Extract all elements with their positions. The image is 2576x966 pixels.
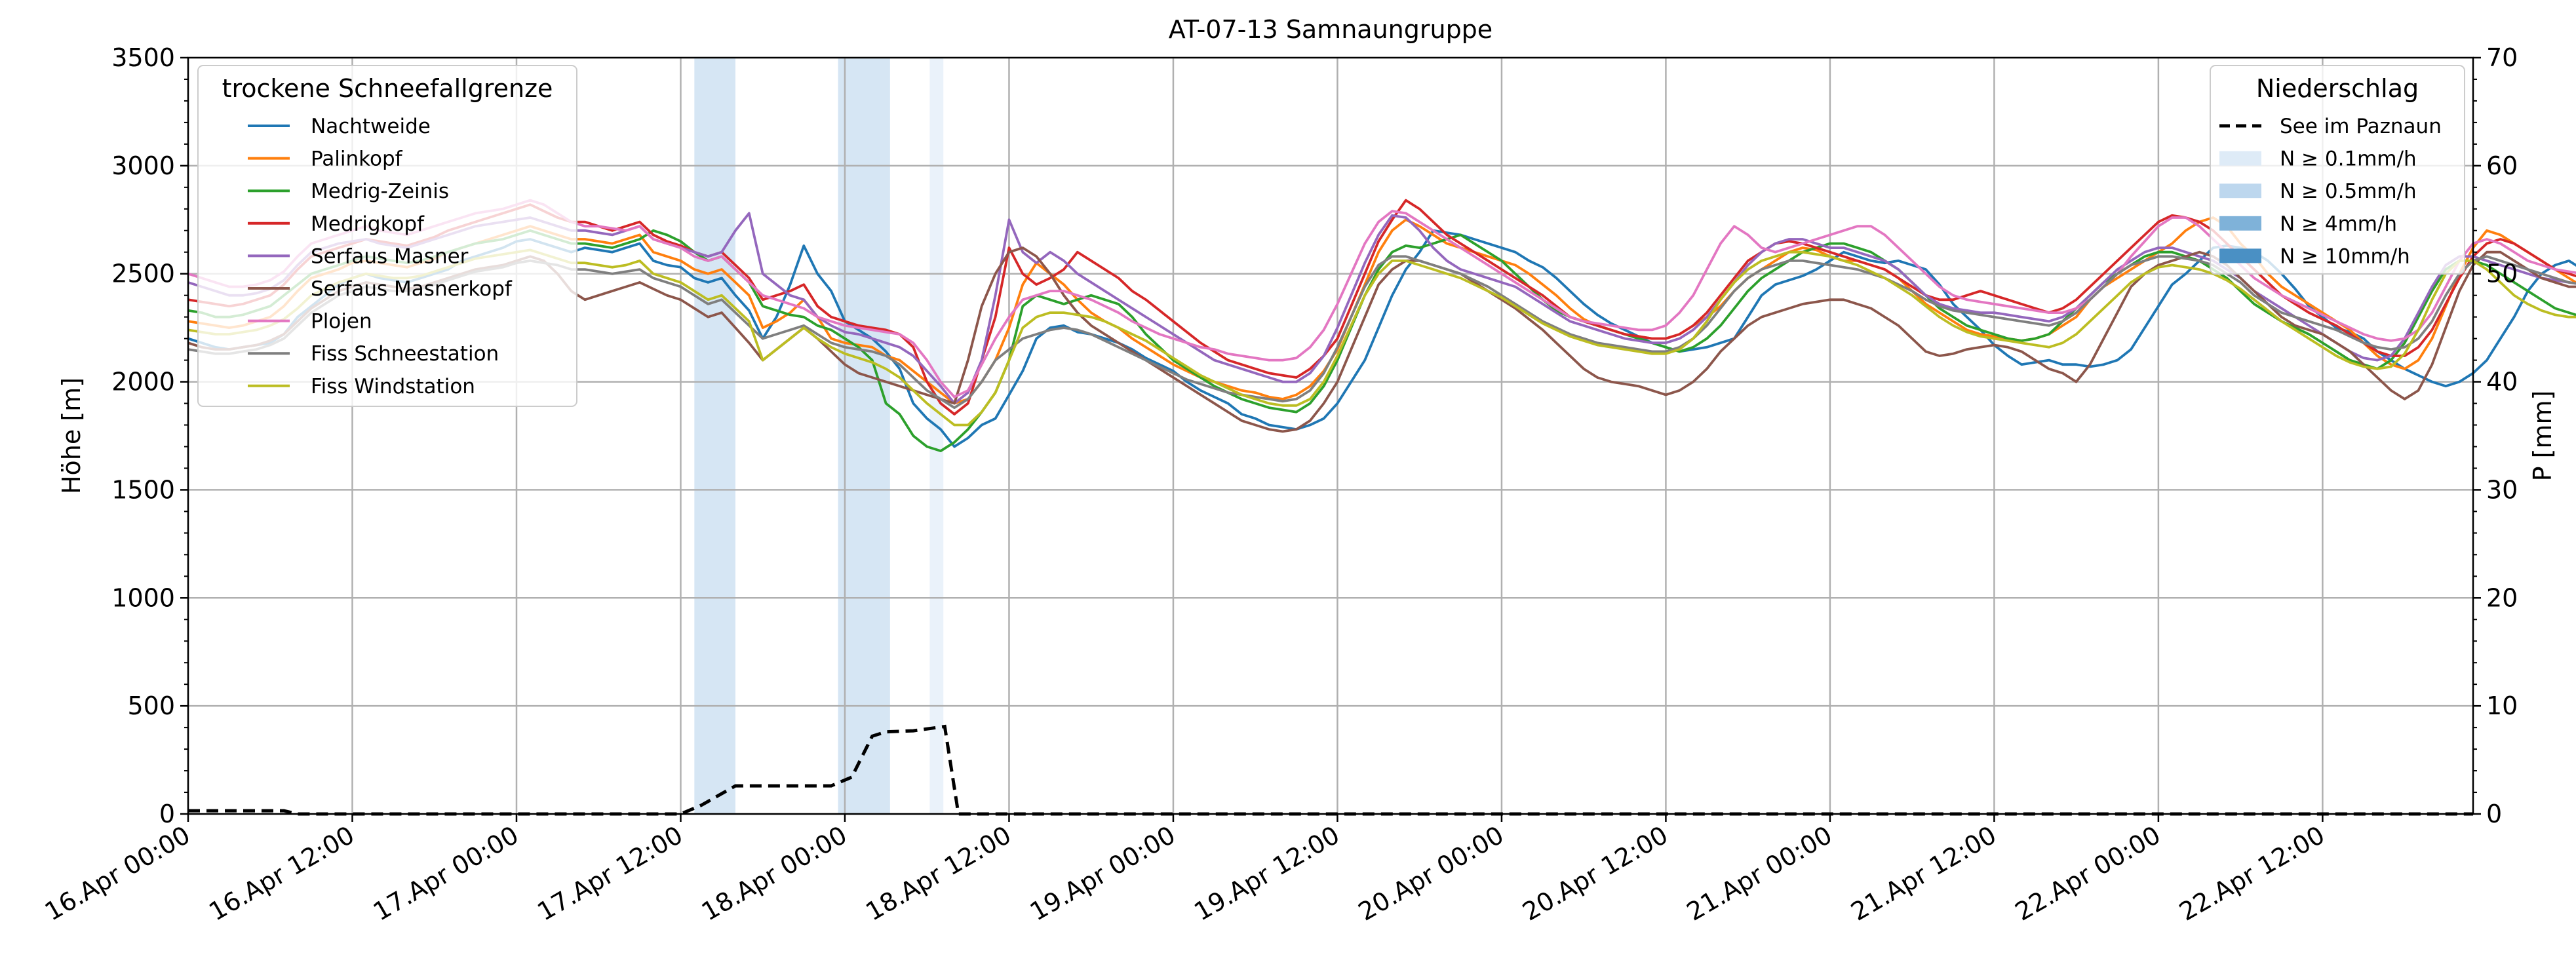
x-tick-label-144: 22.Apr 00:00 xyxy=(2010,821,2166,927)
y2-tick-label-70: 70 xyxy=(2486,43,2518,72)
precip-series-line xyxy=(188,724,2473,816)
legend-right-label-2: N ≥ 0.5mm/h xyxy=(2280,180,2417,203)
series-line-1 xyxy=(187,216,2576,405)
legend-right-label-3: N ≥ 4mm/h xyxy=(2280,212,2397,236)
series-line-3 xyxy=(187,199,2576,415)
x-tick-label-96: 20.Apr 00:00 xyxy=(1354,821,1509,927)
precipitation-bands xyxy=(694,58,944,814)
y-tick-label-2000: 2000 xyxy=(111,368,175,396)
legend-label-6: Plojen xyxy=(311,310,372,334)
legend-right-label-1: N ≥ 0.1mm/h xyxy=(2280,147,2417,171)
x-tick-label-72: 19.Apr 00:00 xyxy=(1025,821,1181,927)
series-line-6 xyxy=(187,199,2576,398)
x-tick-label-108: 20.Apr 12:00 xyxy=(1517,821,1673,927)
snowfall-legend-box xyxy=(197,65,577,407)
snowfall-legend: trockene Schneefallgrenze Nachtweide Pali… xyxy=(197,65,577,407)
x-tick-label-120: 21.Apr 00:00 xyxy=(1682,821,1837,927)
y2-tick-label-10: 10 xyxy=(2486,691,2518,720)
x-tick-label-12: 16.Apr 12:00 xyxy=(204,821,359,927)
y-tick-label-3000: 3000 xyxy=(111,151,175,180)
precipitation-legend-items: See im Paznaun N ≥ 0.1mm/h N ≥ 0.5mm/h N ≥ … xyxy=(2219,115,2442,268)
precipitation-line xyxy=(188,724,2473,816)
precipitation-legend: Niederschlag See im Paznaun N ≥ 0.1mm/h N … xyxy=(2210,65,2465,275)
x-tick-label-156: 22.Apr 12:00 xyxy=(2174,821,2330,927)
right-y-axis: 0 10 20 30 40 50 60 70 xyxy=(2473,43,2518,828)
legend-right-swatch-3 xyxy=(2219,216,2261,231)
y-tick-label-1500: 1500 xyxy=(111,475,175,504)
y-tick-label-1000: 1000 xyxy=(111,583,175,612)
precipitation-legend-box xyxy=(2210,65,2465,275)
legend-label-4: Serfaus Masner xyxy=(311,244,469,268)
y-axis-label: Höhe [m] xyxy=(57,377,86,494)
y2-axis-label: P [mm] xyxy=(2528,391,2557,482)
snowfall-legend-title: trockene Schneefallgrenze xyxy=(222,74,553,103)
precip-band-2 xyxy=(929,58,944,814)
y2-tick-label-0: 0 xyxy=(2486,800,2502,828)
legend-right-swatch-4 xyxy=(2219,248,2261,263)
snowfall-legend-items: Nachtweide Palinkopf Medrig-Zeinis Medrigko… xyxy=(248,115,513,398)
legend-label-3: Medrigkopf xyxy=(311,212,425,236)
legend-label-7: Fiss Schneestation xyxy=(311,342,499,366)
series-line-8 xyxy=(187,248,2576,427)
x-tick-label-60: 18.Apr 12:00 xyxy=(861,821,1016,927)
legend-right-swatch-1 xyxy=(2219,151,2261,166)
series-line-7 xyxy=(187,255,2576,409)
legend-label-5: Serfaus Masnerkopf xyxy=(311,277,513,301)
legend-label-0: Nachtweide xyxy=(311,115,431,138)
x-tick-label-84: 19.Apr 12:00 xyxy=(1189,821,1344,927)
x-tick-label-36: 17.Apr 12:00 xyxy=(532,821,688,927)
chart-title: AT-07-13 Samnaungruppe xyxy=(1169,15,1493,44)
y-tick-label-0: 0 xyxy=(159,800,175,828)
y2-tick-label-50: 50 xyxy=(2486,260,2518,288)
y2-tick-label-60: 60 xyxy=(2486,151,2518,180)
legend-label-8: Fiss Windstation xyxy=(311,375,475,398)
y-tick-label-500: 500 xyxy=(127,691,175,720)
legend-right-label-4: N ≥ 10mm/h xyxy=(2280,244,2410,268)
y-tick-label-3500: 3500 xyxy=(111,43,175,72)
series-line-4 xyxy=(187,212,2576,405)
legend-right-swatch-2 xyxy=(2219,184,2261,199)
y2-tick-label-40: 40 xyxy=(2486,368,2518,396)
legend-label-2: Medrig-Zeinis xyxy=(311,180,449,203)
legend-label-1: Palinkopf xyxy=(311,147,403,171)
x-tick-label-132: 21.Apr 12:00 xyxy=(1846,821,2001,927)
plot-frame xyxy=(187,56,2474,815)
precip-band-0 xyxy=(694,58,735,814)
x-tick-label-0: 16.Apr 00:00 xyxy=(40,821,195,927)
x-axis: 16.Apr 00:00 16.Apr 12:00 17.Apr 00:00 17.A… xyxy=(40,814,2330,927)
y2-tick-label-20: 20 xyxy=(2486,583,2518,612)
left-y-axis: 0 500 1000 1500 2000 2500 3000 3500 xyxy=(111,43,188,828)
y2-tick-label-30: 30 xyxy=(2486,475,2518,504)
x-tick-label-24: 17.Apr 00:00 xyxy=(368,821,524,927)
x-tick-label-48: 18.Apr 00:00 xyxy=(697,821,852,927)
precipitation-legend-title: Niederschlag xyxy=(2256,74,2419,103)
legend-right-label-0: See im Paznaun xyxy=(2280,115,2442,138)
y-tick-label-2500: 2500 xyxy=(111,260,175,288)
precip-band-1 xyxy=(838,58,890,814)
series-line-5 xyxy=(187,246,2576,433)
